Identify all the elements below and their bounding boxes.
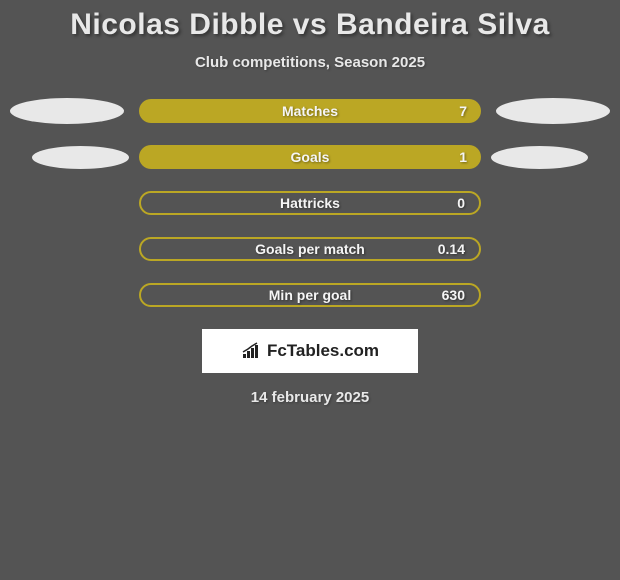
- stat-bar: Hattricks 0: [139, 191, 481, 215]
- stat-row-matches: Matches 7: [10, 99, 610, 123]
- date-text: 14 february 2025: [0, 389, 620, 406]
- stat-row-goals: Goals 1: [10, 145, 610, 169]
- stat-value: 1: [459, 149, 467, 165]
- stat-label: Goals per match: [255, 241, 365, 257]
- stat-bar: Goals 1: [139, 145, 481, 169]
- right-ellipse: [496, 98, 610, 124]
- left-ellipse: [32, 146, 129, 169]
- right-ellipse: [491, 146, 588, 169]
- stat-value: 0.14: [438, 241, 465, 257]
- stat-value: 7: [459, 103, 467, 119]
- brand-inner: FcTables.com: [241, 341, 379, 361]
- stat-row-hattricks: Hattricks 0: [10, 191, 610, 215]
- infographic-container: Nicolas Dibble vs Bandeira Silva Club co…: [0, 0, 620, 580]
- stat-value: 630: [442, 287, 465, 303]
- stat-label: Goals: [291, 149, 330, 165]
- comparison-title: Nicolas Dibble vs Bandeira Silva: [0, 8, 620, 42]
- stat-bar: Matches 7: [139, 99, 481, 123]
- stat-bar: Goals per match 0.14: [139, 237, 481, 261]
- brand-text: FcTables.com: [267, 341, 379, 361]
- stats-area: Matches 7 Goals 1 Hattricks 0 Goals per …: [0, 99, 620, 307]
- stat-row-mpg: Min per goal 630: [10, 283, 610, 307]
- chart-icon: [241, 342, 263, 360]
- stat-value: 0: [457, 195, 465, 211]
- stat-bar: Min per goal 630: [139, 283, 481, 307]
- left-ellipse: [10, 98, 124, 124]
- stat-row-gpm: Goals per match 0.14: [10, 237, 610, 261]
- stat-label: Min per goal: [269, 287, 351, 303]
- season-subtitle: Club competitions, Season 2025: [0, 54, 620, 71]
- stat-label: Matches: [282, 103, 338, 119]
- brand-box: FcTables.com: [202, 329, 418, 373]
- stat-label: Hattricks: [280, 195, 340, 211]
